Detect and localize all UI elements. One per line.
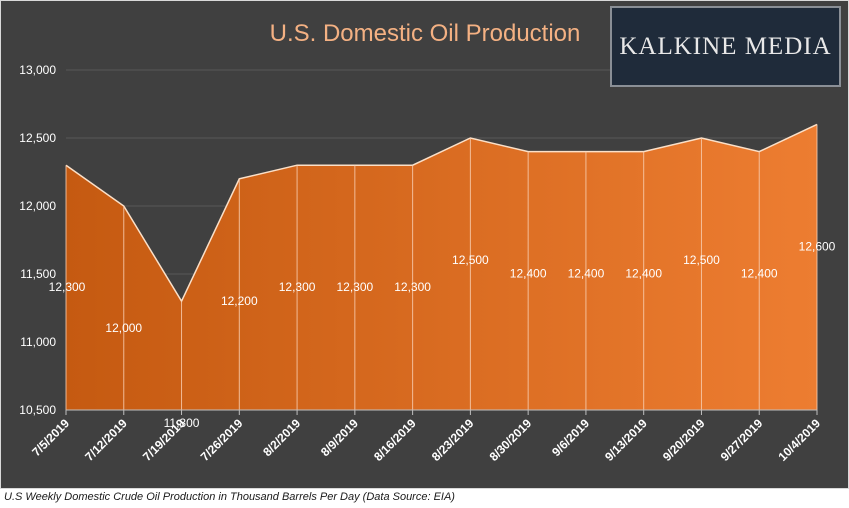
series-area: [66, 124, 817, 411]
y-tick-label: 12,500: [19, 131, 56, 145]
chart-frame: U.S. Domestic Oil Production 10,500 11,00…: [0, 0, 849, 489]
x-tick-label: 8/2/2019: [260, 416, 303, 459]
x-tick-label: 9/13/2019: [602, 416, 650, 464]
data-label: 12,300: [49, 280, 86, 294]
y-tick-label: 11,500: [20, 267, 56, 281]
data-label: 11,300: [164, 416, 200, 430]
x-tick-label: 10/4/2019: [775, 416, 823, 464]
x-tick-label: 8/16/2019: [371, 416, 419, 464]
data-label: 12,300: [279, 280, 316, 294]
data-label: 12,300: [394, 280, 431, 294]
x-tick-label: 7/26/2019: [198, 416, 246, 464]
data-label: 12,200: [221, 294, 258, 308]
data-label: 12,400: [568, 267, 605, 281]
watermark-logo: KALKINE MEDIA: [610, 6, 841, 87]
x-tick-label: 7/12/2019: [82, 416, 130, 464]
data-label: 12,400: [625, 267, 662, 281]
x-tick-label: 8/30/2019: [487, 416, 535, 464]
x-tick-label: 9/6/2019: [549, 416, 592, 459]
y-tick-label: 10,500: [19, 403, 56, 417]
x-tick-label: 7/5/2019: [29, 416, 72, 459]
data-label: 12,500: [452, 253, 489, 267]
x-tick-label: 8/9/2019: [318, 416, 361, 459]
y-tick-label: 12,000: [19, 199, 56, 213]
chart-caption: U.S Weekly Domestic Crude Oil Production…: [4, 491, 455, 503]
x-tick-label: 9/27/2019: [718, 416, 766, 464]
watermark-text: KALKINE MEDIA: [619, 32, 832, 60]
y-tick-label: 11,000: [20, 335, 56, 349]
data-label: 12,600: [799, 239, 836, 253]
x-tick-label: 9/20/2019: [660, 416, 708, 464]
chart-title: U.S. Domestic Oil Production: [270, 20, 581, 47]
data-label: 12,500: [683, 253, 720, 267]
data-label: 12,400: [510, 267, 547, 281]
data-label: 12,000: [105, 321, 142, 335]
data-label: 12,400: [741, 267, 778, 281]
data-label: 12,300: [336, 280, 373, 294]
area-chart: U.S. Domestic Oil Production 10,500 11,00…: [19, 20, 836, 464]
x-tick-label: 8/23/2019: [429, 416, 477, 464]
series-line: [65, 123, 818, 303]
y-tick-label: 13,000: [19, 63, 56, 77]
